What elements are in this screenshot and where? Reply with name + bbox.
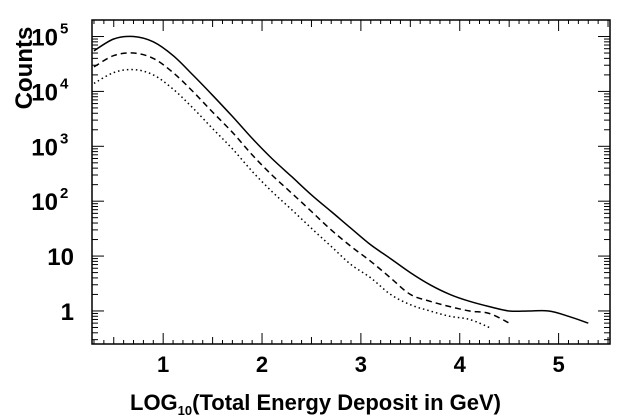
x-tick-label: 3 xyxy=(355,352,367,377)
y-tick-label: 10 xyxy=(47,244,74,271)
y-tick-label: 10 xyxy=(31,134,58,161)
ticks-layer xyxy=(92,19,610,344)
x-axis-title-suffix: (Total Energy Deposit in GeV) xyxy=(192,390,501,415)
x-axis-title-subscript: 10 xyxy=(178,403,192,418)
x-tick-label: 1 xyxy=(157,352,169,377)
x-axis-title-prefix: LOG xyxy=(130,390,178,415)
series-line-dotted xyxy=(93,68,490,329)
y-tick-label: 10 xyxy=(31,25,58,52)
series-line-solid xyxy=(93,35,589,324)
y-tick-label-exponent: 4 xyxy=(60,75,69,92)
x-tick-label: 2 xyxy=(256,352,268,377)
y-axis-title: Counts xyxy=(11,27,38,110)
series-layer xyxy=(93,35,589,329)
y-tick-label-exponent: 3 xyxy=(60,130,68,147)
series-line-dashed xyxy=(93,52,510,324)
x-tick-label: 4 xyxy=(454,352,467,377)
y-tick-label: 10 xyxy=(31,79,58,106)
y-tick-label: 1 xyxy=(61,299,74,326)
y-tick-label-exponent: 5 xyxy=(60,21,68,38)
x-axis-title: LOG10(Total Energy Deposit in GeV) xyxy=(130,390,501,418)
x-tick-label: 5 xyxy=(552,352,564,377)
y-tick-label: 10 xyxy=(31,189,58,216)
y-tick-label-exponent: 2 xyxy=(60,185,68,202)
